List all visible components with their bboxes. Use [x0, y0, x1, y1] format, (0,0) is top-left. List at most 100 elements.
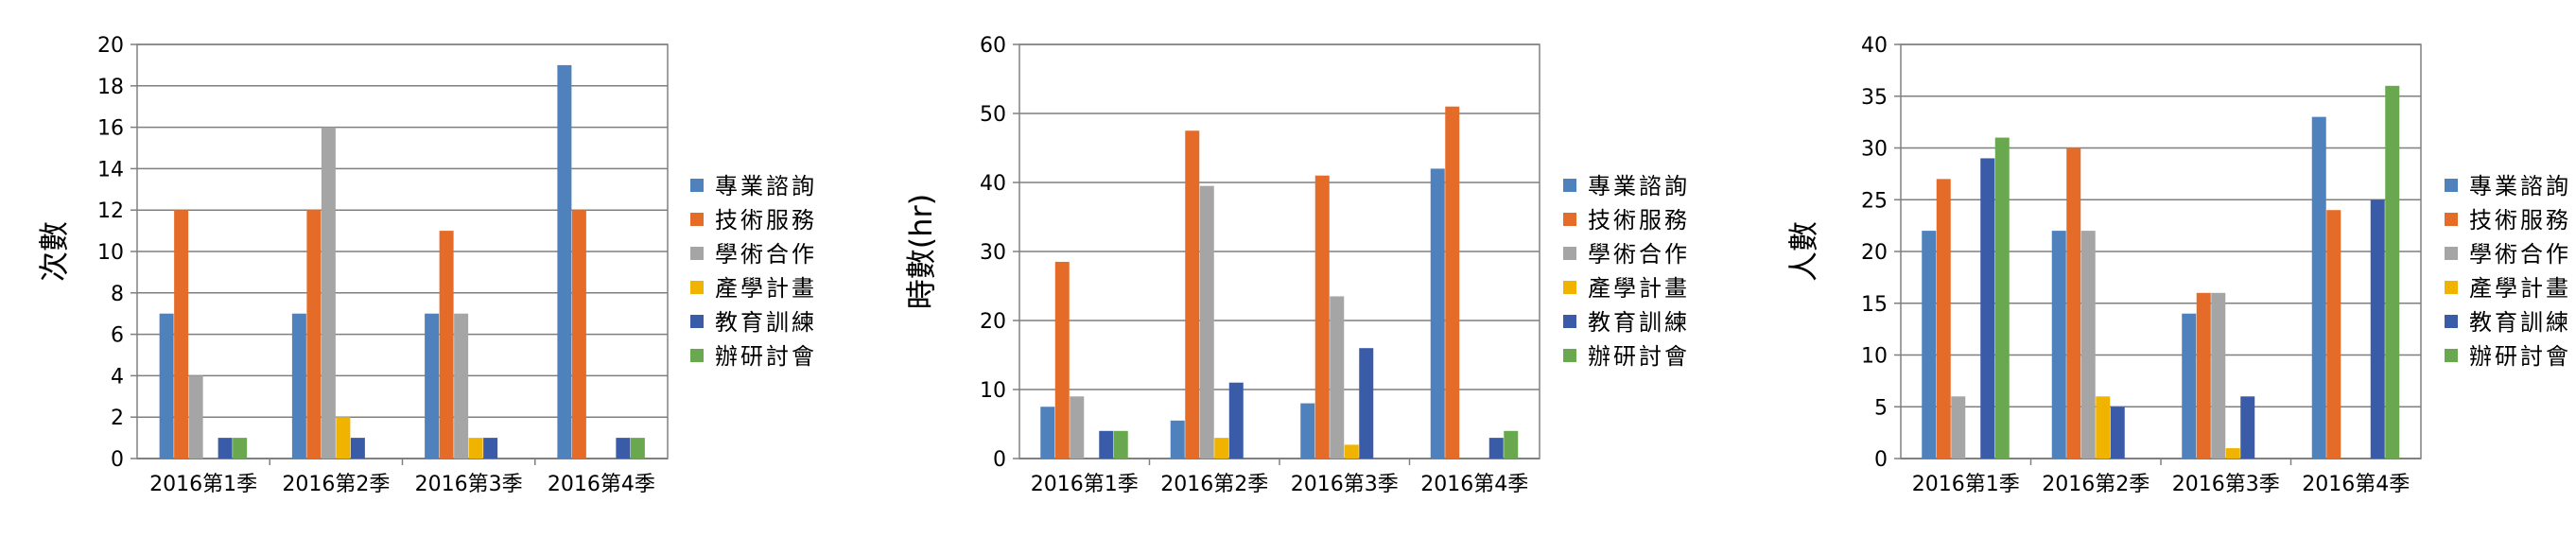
- bar: [218, 438, 233, 459]
- y-tick-label: 5: [1874, 396, 1888, 420]
- bar: [454, 313, 469, 459]
- legend-swatch: [1563, 281, 1576, 294]
- bar: [2211, 292, 2226, 459]
- bar: [1951, 396, 1966, 459]
- legend-label: 學術合作: [1588, 241, 1690, 268]
- bar: [1314, 175, 1330, 459]
- x-tick-label: 2016第3季: [2172, 473, 2280, 496]
- bar: [1488, 438, 1504, 459]
- y-tick-label: 16: [97, 117, 124, 141]
- y-tick-label: 30: [980, 241, 1006, 265]
- x-tick-label: 2016第2季: [1160, 473, 1268, 496]
- legend-swatch: [690, 179, 704, 192]
- y-tick-label: 40: [980, 172, 1006, 196]
- legend-swatch: [690, 213, 704, 226]
- bar: [557, 64, 572, 459]
- bar: [2182, 313, 2197, 459]
- legend-swatch: [1563, 179, 1576, 192]
- bar: [159, 313, 174, 459]
- bar: [1214, 438, 1229, 459]
- bar: [1228, 382, 1244, 459]
- y-tick-label: 10: [980, 379, 1006, 403]
- legend-label: 產學計畫: [2469, 275, 2571, 302]
- y-tick-label: 8: [111, 283, 124, 306]
- y-tick-label: 10: [1861, 345, 1888, 369]
- legend-label: 辦研討會: [1588, 343, 1690, 370]
- y-tick-label: 18: [97, 76, 124, 99]
- bar: [2240, 396, 2255, 459]
- bar: [1445, 106, 1460, 459]
- bar: [2096, 396, 2111, 459]
- y-tick-label: 40: [1861, 34, 1888, 58]
- legend-label: 教育訓練: [715, 309, 817, 336]
- legend-swatch: [690, 247, 704, 260]
- bar: [1040, 407, 1055, 459]
- x-tick-label: 2016第4季: [1420, 473, 1528, 496]
- bar: [630, 438, 645, 459]
- x-tick-label: 2016第4季: [2302, 473, 2410, 496]
- legend-swatch: [2445, 281, 2458, 294]
- bar: [1300, 403, 1315, 459]
- legend-label: 產學計畫: [1588, 275, 1690, 302]
- x-tick-label: 2016第2季: [2042, 473, 2150, 496]
- x-tick-label: 2016第1季: [149, 473, 257, 496]
- y-tick-label: 60: [980, 34, 1006, 58]
- legend-swatch: [2445, 349, 2458, 362]
- y-tick-label: 12: [97, 199, 124, 223]
- y-tick-label: 0: [993, 448, 1006, 472]
- x-tick-label: 2016第4季: [548, 473, 655, 496]
- y-tick-label: 0: [111, 448, 124, 472]
- legend-label: 辦研討會: [2469, 343, 2571, 370]
- bar: [1170, 420, 1185, 459]
- legend-label: 產學計畫: [715, 275, 817, 302]
- bar: [2110, 407, 2125, 459]
- y-tick-label: 25: [1861, 189, 1888, 213]
- legend-swatch: [690, 315, 704, 328]
- bar: [2196, 292, 2211, 459]
- bar: [1922, 231, 1937, 459]
- legend-label: 專業諮詢: [2469, 173, 2571, 199]
- y-tick-label: 14: [97, 158, 124, 182]
- legend-label: 技術服務: [2469, 207, 2571, 234]
- bar: [1430, 168, 1445, 459]
- bar: [1359, 348, 1374, 459]
- legend-label: 專業諮詢: [1588, 173, 1690, 199]
- bar: [483, 438, 498, 459]
- bar: [2051, 231, 2066, 459]
- y-tick-label: 35: [1861, 86, 1888, 110]
- bar: [1113, 430, 1128, 459]
- legend-swatch: [1563, 213, 1576, 226]
- legend-swatch: [2445, 315, 2458, 328]
- bar: [2080, 231, 2096, 459]
- chart-3: 0 5 10 15 20 25 30 35 40 人數 2016第1季 2016第2季 2016第3季 2…: [1785, 34, 2571, 496]
- y-tick-label: 30: [1861, 138, 1888, 162]
- bar: [233, 438, 248, 459]
- x-tick-label: 2016第2季: [282, 473, 390, 496]
- bar: [306, 210, 322, 459]
- chart-2: 0 10 20 30 40 50 60 時數(hr) 2016第1季 2016第2季 2016第3季…: [903, 34, 1690, 496]
- legend-label: 教育訓練: [2469, 309, 2571, 336]
- legend-swatch: [690, 281, 704, 294]
- bar: [1199, 185, 1214, 459]
- bar: [174, 210, 189, 459]
- y-tick-label: 50: [980, 103, 1006, 127]
- legend-label: 技術服務: [1588, 207, 1690, 234]
- bar: [1344, 444, 1359, 459]
- legend-label: 學術合作: [2469, 241, 2571, 268]
- bar: [2311, 116, 2326, 459]
- y-tick-label: 10: [97, 241, 124, 265]
- chart-1: 0 2 4 6 8 10 12 14 16 18 20 次數 2016第1季 2016第2季 2016第3季…: [36, 34, 817, 496]
- legend-swatch: [1563, 315, 1576, 328]
- bar: [1994, 137, 2010, 459]
- bar: [439, 231, 454, 459]
- bar: [1054, 261, 1070, 459]
- legend-swatch: [2445, 213, 2458, 226]
- y-axis-label: 人數: [1785, 221, 1821, 282]
- y-tick-label: 20: [97, 34, 124, 58]
- x-tick-label: 2016第1季: [1912, 473, 2020, 496]
- bar: [2066, 147, 2081, 459]
